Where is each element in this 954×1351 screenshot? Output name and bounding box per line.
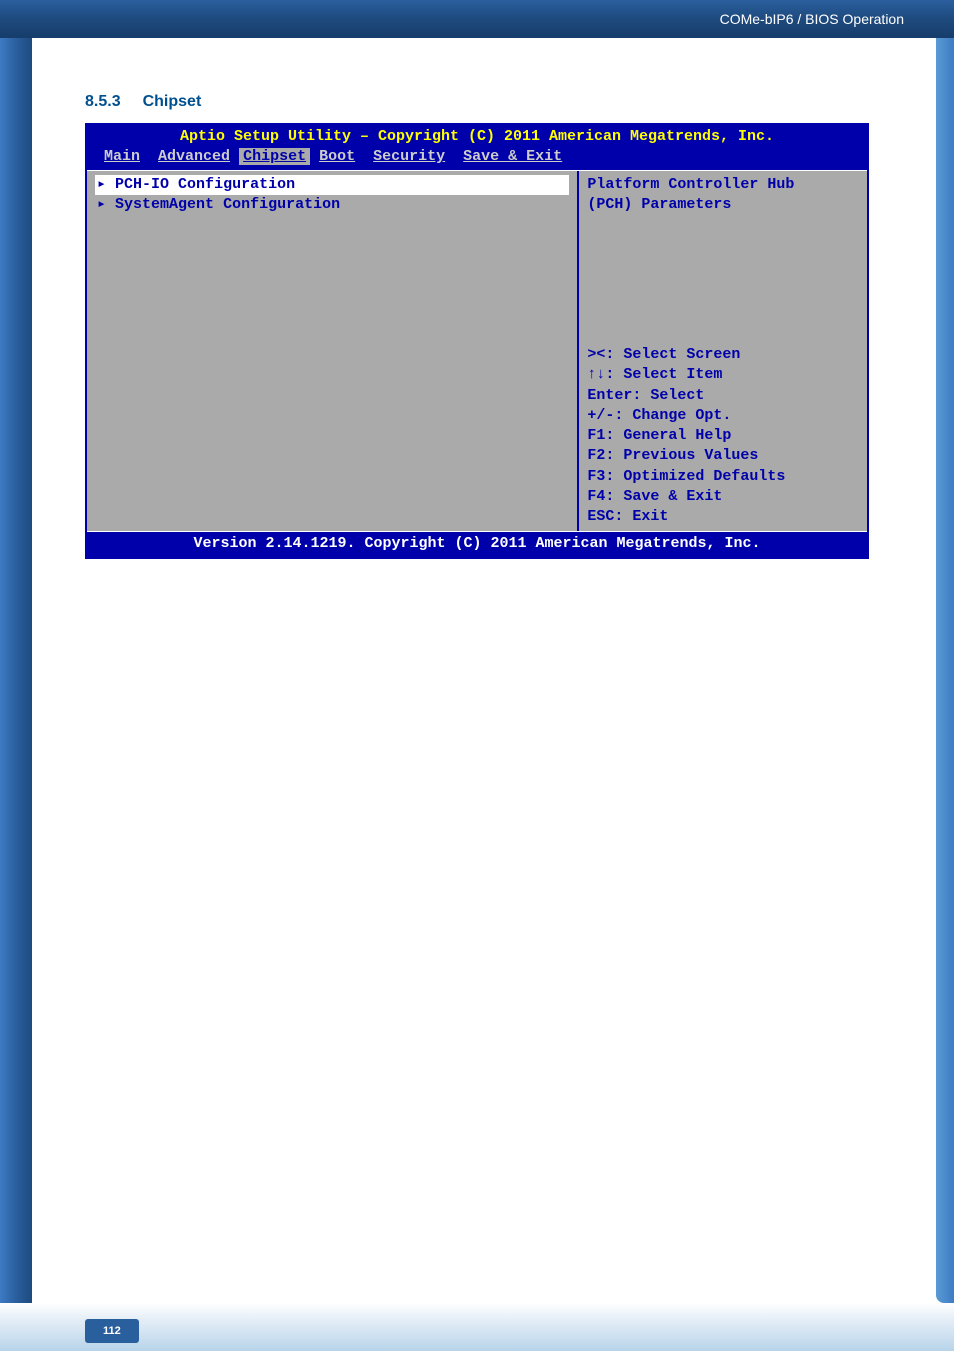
key-enter: Enter: Select bbox=[587, 386, 859, 406]
section-title-text: Chipset bbox=[143, 93, 202, 110]
bios-screenshot: Aptio Setup Utility – Copyright (C) 2011… bbox=[85, 123, 869, 559]
key-select-screen: ><: Select Screen bbox=[587, 345, 859, 365]
right-side-bar bbox=[936, 38, 954, 1303]
section-number: 8.5.3 bbox=[85, 93, 121, 110]
key-previous-values: F2: Previous Values bbox=[587, 446, 859, 466]
arrow-icon: ▸ bbox=[97, 176, 115, 193]
bios-item-label: PCH-IO Configuration bbox=[115, 176, 295, 193]
bios-left-panel: ▸ PCH-IO Configuration ▸ SystemAgent Con… bbox=[87, 171, 578, 532]
left-side-bar bbox=[0, 38, 32, 1303]
bios-item-systemagent[interactable]: ▸ SystemAgent Configuration bbox=[95, 195, 569, 215]
bios-menu-security[interactable]: Security bbox=[373, 148, 445, 165]
bios-footer: Version 2.14.1219. Copyright (C) 2011 Am… bbox=[87, 531, 867, 556]
header-bar: COMe-bIP6 / BIOS Operation bbox=[0, 0, 954, 38]
bios-help-text: Platform Controller Hub (PCH) Parameters bbox=[587, 175, 859, 216]
page-number: 112 bbox=[85, 1319, 139, 1343]
bios-menu-chipset[interactable]: Chipset bbox=[239, 148, 310, 165]
bios-item-label: SystemAgent Configuration bbox=[115, 196, 340, 213]
key-save-exit: F4: Save & Exit bbox=[587, 487, 859, 507]
arrow-icon: ▸ bbox=[97, 196, 115, 213]
content-area: 8.5.3 Chipset Aptio Setup Utility – Copyr… bbox=[0, 38, 954, 579]
key-general-help: F1: General Help bbox=[587, 426, 859, 446]
bios-menu-save-exit[interactable]: Save & Exit bbox=[463, 148, 562, 165]
header-breadcrumb: COMe-bIP6 / BIOS Operation bbox=[720, 11, 904, 27]
bios-item-pch-io[interactable]: ▸ PCH-IO Configuration bbox=[95, 175, 569, 195]
section-heading: 8.5.3 Chipset bbox=[85, 93, 869, 111]
key-esc-exit: ESC: Exit bbox=[587, 507, 859, 527]
bios-menu-boot[interactable]: Boot bbox=[319, 148, 355, 165]
bios-menu-bar: Main Advanced Chipset Boot Security Save… bbox=[87, 147, 867, 169]
key-change-opt: +/-: Change Opt. bbox=[587, 406, 859, 426]
page-footer: 112 bbox=[0, 1303, 954, 1351]
help-line1: Platform Controller Hub bbox=[587, 175, 859, 195]
bios-key-help: ><: Select Screen ↑↓: Select Item Enter:… bbox=[587, 345, 859, 527]
bios-title: Aptio Setup Utility – Copyright (C) 2011… bbox=[87, 125, 867, 147]
bios-body: ▸ PCH-IO Configuration ▸ SystemAgent Con… bbox=[87, 170, 867, 532]
key-select-item: ↑↓: Select Item bbox=[587, 365, 859, 385]
bios-menu-advanced[interactable]: Advanced bbox=[158, 148, 230, 165]
key-optimized-defaults: F3: Optimized Defaults bbox=[587, 467, 859, 487]
bios-menu-main[interactable]: Main bbox=[104, 148, 140, 165]
bios-right-panel: Platform Controller Hub (PCH) Parameters… bbox=[578, 171, 867, 532]
help-line2: (PCH) Parameters bbox=[587, 195, 859, 215]
